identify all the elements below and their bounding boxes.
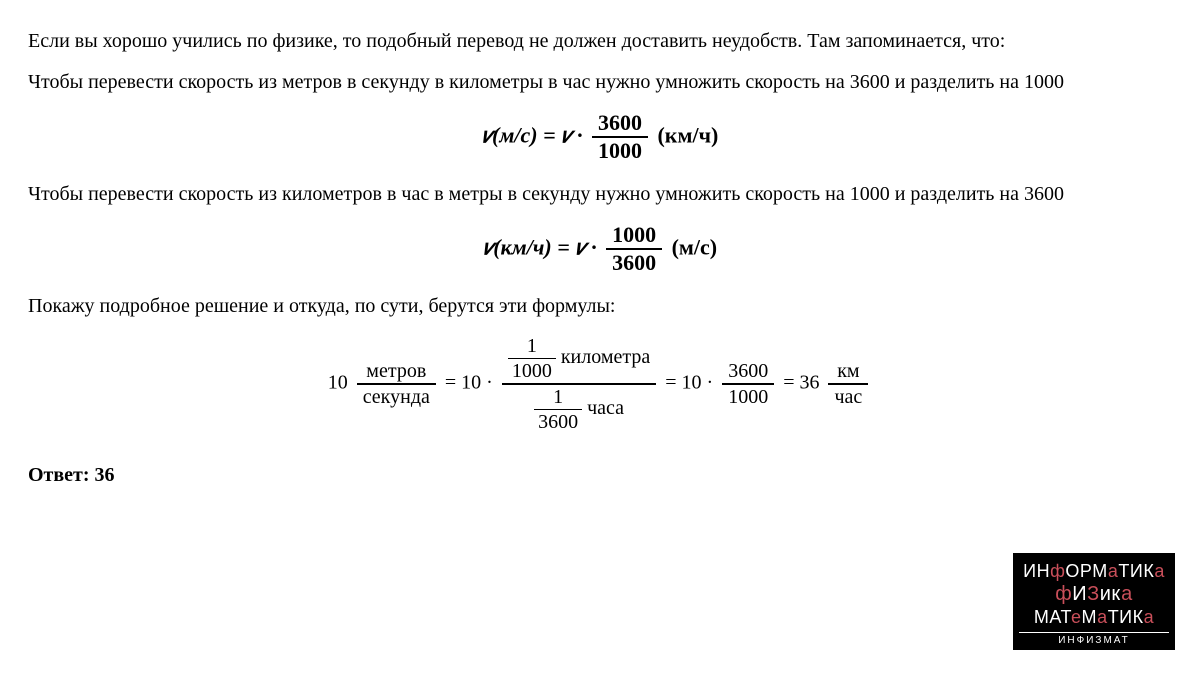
chain-b-top-unit: километра [561,346,650,368]
formula2-unit: (м/с) [672,234,718,259]
logo-seg: ИН [1023,561,1050,581]
answer-label: Ответ: 36 [28,462,1172,489]
chain-b-top-num: 1 [508,334,556,359]
paragraph-rule1: Чтобы перевести скорость из метров в сек… [28,69,1172,96]
chain-eq2: = [665,371,681,393]
chain-b-bot-num: 1 [534,385,582,410]
logo-line-informatika: ИНфОРМаТИКа [1019,561,1169,582]
chain-a-den: секунда [357,385,436,409]
chain-b-val: 10 · [461,371,493,393]
logo-seg: З [1087,583,1100,605]
chain-d-val: 36 [799,371,819,393]
chain-a-frac: метров секунда [357,359,436,409]
logo-seg: ОРМ [1065,561,1108,581]
chain-c-num: 3600 [722,359,774,385]
chain-b-top-frac: 1 1000 [508,334,556,383]
logo-seg: М [1081,607,1097,627]
logo-seg: ик [1100,583,1121,605]
logo-seg: ТИК [1108,607,1144,627]
chain-b-top: 1 1000 километра [502,334,656,385]
logo-seg: а [1154,561,1165,581]
chain-d-frac: км час [828,359,868,409]
chain-a-val: 10 [328,371,348,393]
logo-seg: ТИК [1118,561,1154,581]
logo-seg: а [1144,607,1155,627]
logo-seg: а [1108,561,1119,581]
chain-b-bigfrac: 1 1000 километра 1 3600 часа [502,334,656,434]
chain-b-bot-unit: часа [587,397,624,419]
logo-seg: а [1121,583,1133,605]
formula2-lhs: 𝑣(км/ч) = 𝑣 · [483,234,597,259]
chain-eq1: = [445,371,461,393]
paragraph-rule2: Чтобы перевести скорость из километров в… [28,181,1172,208]
formula1-fraction: 3600 1000 [592,110,648,165]
formula1-den: 1000 [592,138,648,164]
formula1-unit: (км/ч) [657,122,718,147]
formula-ms-to-kmh: 𝑣(м/с) = 𝑣 · 3600 1000 (км/ч) [28,110,1172,165]
chain-b-bot: 1 3600 часа [502,385,656,434]
chain-d-num: км [828,359,868,385]
paragraph-intro: Если вы хорошо учились по физике, то под… [28,28,1172,55]
logo-seg: а [1097,607,1108,627]
chain-c-val: 10 · [682,371,714,393]
chain-eq3: = [783,371,799,393]
chain-b-top-den: 1000 [508,359,556,383]
logo-seg: ф [1055,583,1072,605]
paragraph-derivation: Покажу подробное решение и откуда, по су… [28,293,1172,320]
formula1-num: 3600 [592,110,648,138]
logo-infizmat: ИНфОРМаТИКа фИЗика МАТеМаТИКа ИНФИЗМАТ [1013,553,1175,650]
chain-b-bot-frac: 1 3600 [534,385,582,434]
logo-line-fizika: фИЗика [1019,583,1169,606]
logo-seg: И [1072,583,1087,605]
formula1-lhs: 𝑣(м/с) = 𝑣 · [482,122,583,147]
chain-b-bot-den: 3600 [534,410,582,434]
logo-seg: е [1071,607,1082,627]
chain-c-den: 1000 [722,385,774,409]
logo-seg: МАТ [1034,607,1071,627]
chain-a-num: метров [357,359,436,385]
formula-kmh-to-ms: 𝑣(км/ч) = 𝑣 · 1000 3600 (м/с) [28,222,1172,277]
derivation-chain: 10 метров секунда = 10 · 1 1000 километр… [28,334,1172,434]
logo-seg: ф [1050,561,1065,581]
formula2-num: 1000 [606,222,662,250]
formula2-den: 3600 [606,250,662,276]
logo-footer: ИНФИЗМАТ [1019,632,1169,646]
chain-c-frac: 3600 1000 [722,359,774,409]
logo-line-matematika: МАТеМаТИКа [1019,607,1169,628]
chain-d-den: час [828,385,868,409]
formula2-fraction: 1000 3600 [606,222,662,277]
